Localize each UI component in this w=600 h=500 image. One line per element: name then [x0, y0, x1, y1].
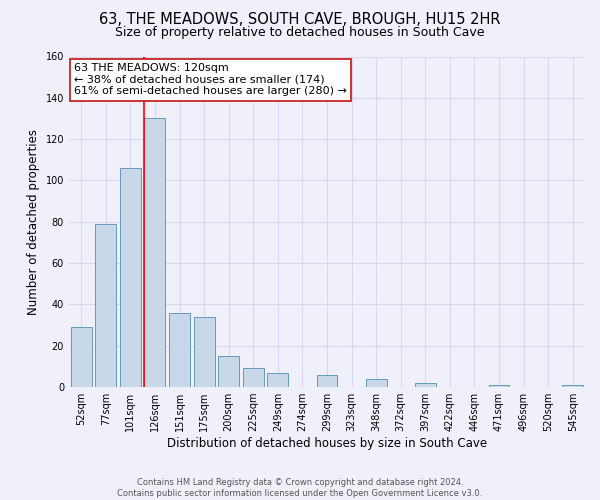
Bar: [562, 385, 583, 387]
Bar: [71, 327, 92, 387]
Bar: [95, 224, 116, 387]
Text: 63 THE MEADOWS: 120sqm
← 38% of detached houses are smaller (174)
61% of semi-de: 63 THE MEADOWS: 120sqm ← 38% of detached…: [74, 63, 347, 96]
Bar: [243, 368, 263, 387]
X-axis label: Distribution of detached houses by size in South Cave: Distribution of detached houses by size …: [167, 437, 487, 450]
Text: Size of property relative to detached houses in South Cave: Size of property relative to detached ho…: [115, 26, 485, 39]
Bar: [365, 379, 386, 387]
Text: Contains HM Land Registry data © Crown copyright and database right 2024.
Contai: Contains HM Land Registry data © Crown c…: [118, 478, 482, 498]
Bar: [194, 317, 215, 387]
Y-axis label: Number of detached properties: Number of detached properties: [27, 129, 40, 315]
Bar: [169, 312, 190, 387]
Bar: [268, 372, 288, 387]
Bar: [120, 168, 141, 387]
Bar: [488, 385, 509, 387]
Text: 63, THE MEADOWS, SOUTH CAVE, BROUGH, HU15 2HR: 63, THE MEADOWS, SOUTH CAVE, BROUGH, HU1…: [99, 12, 501, 28]
Bar: [218, 356, 239, 387]
Bar: [317, 374, 337, 387]
Bar: [145, 118, 166, 387]
Bar: [415, 383, 436, 387]
